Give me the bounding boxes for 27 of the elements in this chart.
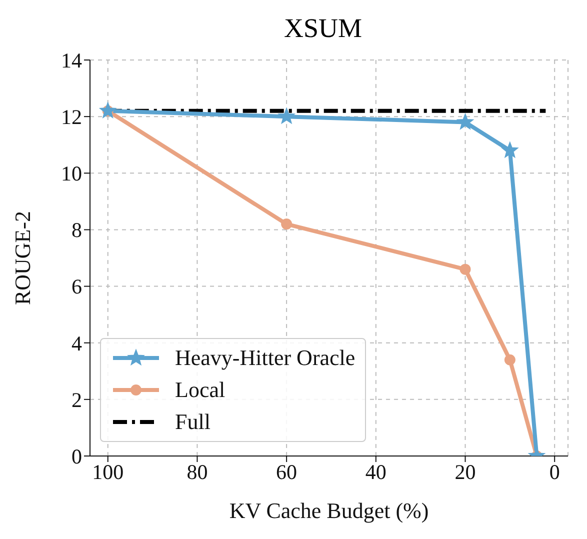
point — [281, 218, 292, 230]
legend-label: Local — [175, 377, 226, 403]
point — [460, 264, 471, 275]
chart-title: XSUM — [282, 12, 364, 45]
y-tick-label: 0 — [72, 444, 82, 468]
y-axis-title: ROUGE-2 — [10, 210, 35, 306]
y-tick-label: 2 — [72, 388, 82, 412]
x-tick-label: 80 — [186, 460, 208, 484]
y-tick-label: 8 — [72, 218, 82, 242]
x-tick-label: 40 — [365, 460, 386, 484]
point — [504, 354, 516, 366]
legend-label: Heavy-Hitter Oracle — [175, 345, 356, 371]
x-tick-label: 20 — [454, 460, 476, 484]
y-tick-label: 4 — [72, 331, 82, 356]
point — [502, 142, 518, 158]
x-tick-label: 60 — [276, 460, 298, 484]
y-tick-label: 10 — [61, 162, 82, 186]
point — [100, 102, 116, 118]
x-tick-label: 100 — [92, 460, 124, 484]
x-axis-title: KV Cache Budget (%) — [229, 498, 429, 523]
legend-label: Full — [175, 409, 210, 435]
x-tick-label: 0 — [549, 460, 560, 484]
point — [457, 114, 474, 130]
y-tick-label: 14 — [61, 48, 82, 72]
point — [278, 108, 295, 124]
y-tick-label: 12 — [61, 105, 82, 130]
y-tick-label: 6 — [72, 274, 82, 299]
